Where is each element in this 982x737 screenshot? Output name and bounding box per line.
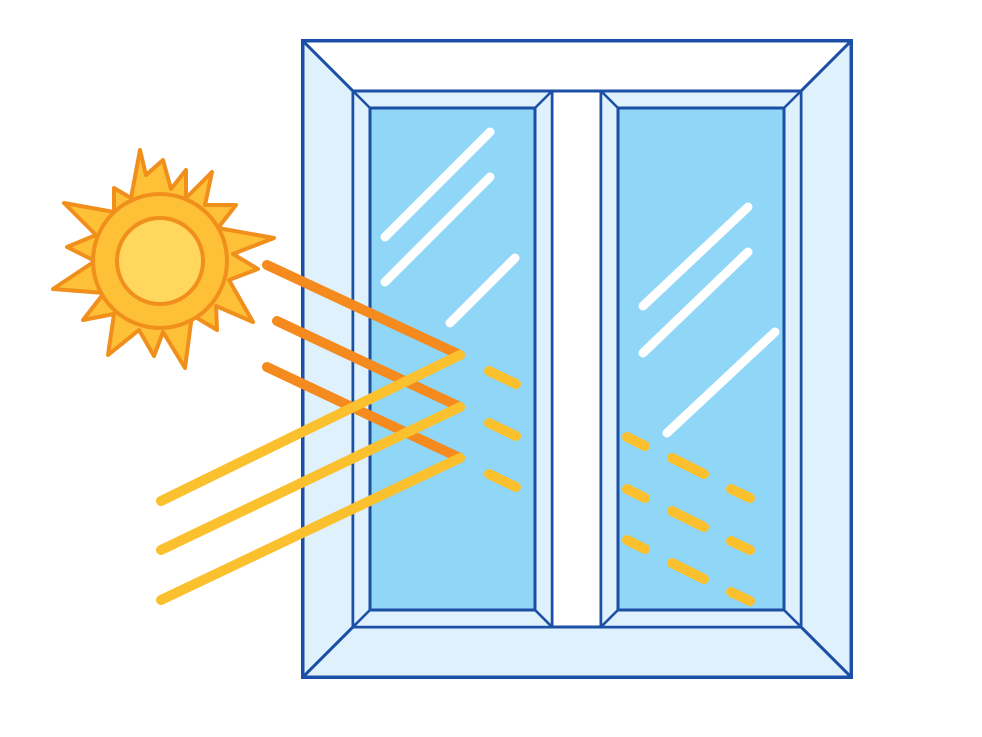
sun-icon (51, 148, 276, 370)
glass-highlights (380, 127, 780, 438)
light-rays (156, 260, 755, 606)
right-glass-pane (616, 106, 786, 612)
window-icon (301, 39, 853, 679)
window-bevel-left (301, 39, 355, 679)
transmitted-rays (484, 366, 755, 606)
window-bevel-top (301, 39, 853, 93)
sun-core (115, 216, 205, 306)
reflected-rays (156, 350, 465, 605)
window-bevel-bottom (301, 625, 853, 679)
incoming-rays (262, 260, 465, 463)
window-bevel-right (799, 39, 853, 679)
